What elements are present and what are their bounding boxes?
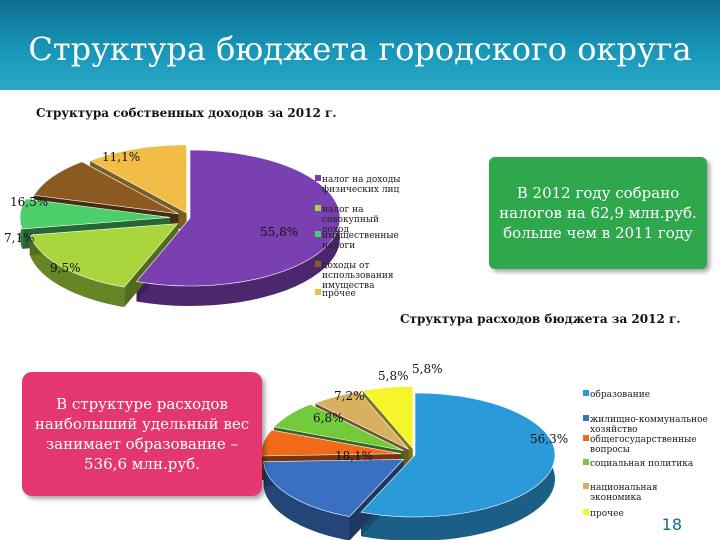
data-label-1-1: 18,1% (335, 449, 373, 463)
legend-swatch-1-1 (583, 415, 589, 421)
data-label-0-0: 55,8% (260, 225, 298, 239)
data-label-1-0: 56,3% (530, 432, 568, 446)
legend-swatch-1-4 (583, 483, 589, 489)
pie-slice-0-2 (19, 198, 171, 230)
page-title: Структура бюджета городского округа (28, 30, 692, 68)
legend-swatch-1-3 (583, 459, 589, 465)
legend-swatch-0-0 (315, 175, 321, 181)
legend-item-1-4: национальная экономика (590, 483, 658, 503)
legend-item-0-0: налог на доходы физических лиц (322, 175, 400, 195)
data-label-0-2: 7,1% (4, 231, 35, 245)
expense-chart-title: Структура расходов бюджета за 2012 г. (400, 312, 681, 326)
data-label-0-1: 16,5% (10, 195, 48, 209)
pie-slice-side-0-1 (29, 235, 125, 308)
legend-item-1-3: социальная политика (590, 459, 694, 469)
legend-item-0-4: прочее (322, 289, 356, 299)
pie-chart-0: 55,8% 16,5% 7,1% 9,5% 11,1% налог на доходы фи… (4, 144, 400, 308)
data-label-1-5: 5,8% (412, 362, 443, 376)
legend-swatch-1-0 (583, 390, 589, 396)
legend-item-1-5: прочее (590, 509, 624, 519)
pie-slice-1-3 (273, 403, 404, 451)
data-label-0-4: 11,1% (102, 150, 140, 164)
legend-swatch-0-2 (315, 231, 321, 237)
legend-item-0-3: доходы от использования имущества (322, 261, 394, 291)
legend-item-1-0: образование (590, 389, 650, 400)
pie-slice-1-1 (263, 459, 405, 517)
data-label-1-2: 6,8% (313, 411, 344, 425)
data-label-0-3: 9,5% (50, 261, 81, 275)
expense-callout: В структуре расходов наиболыший удельный… (22, 372, 262, 496)
slide-number: 18 (661, 515, 682, 534)
pie-slice-side-0-0 (136, 150, 340, 306)
pie-chart-1: 56,3% 18,1% 6,8% 7,2% 5,8% 5,8% образование жил… (260, 362, 708, 540)
legend-swatch-0-4 (315, 289, 321, 295)
pie-slice-0-1 (29, 223, 179, 288)
legend-swatch-1-2 (583, 435, 589, 441)
title-banner (0, 0, 720, 90)
legend-item-1-1: жилищно-коммунальное хозяйство (590, 415, 708, 435)
pie-slice-1-0 (360, 392, 556, 518)
pie-slice-0-0 (135, 149, 341, 287)
data-label-1-4: 5,8% (378, 369, 409, 383)
income-callout: В 2012 году собрано налогов на 62,9 млн.… (489, 157, 707, 269)
legend-item-1-2: общегосударственные вопросы (590, 434, 697, 455)
legend-swatch-0-1 (315, 205, 321, 211)
pie-slice-side-1-1 (263, 461, 350, 540)
pie-slice-0-3 (33, 161, 179, 215)
pie-slice-1-4 (314, 391, 409, 450)
legend-item-0-2: имущественные налоги (322, 231, 399, 251)
data-label-1-3: 7,2% (334, 389, 365, 403)
pie-slice-1-5 (362, 386, 414, 450)
income-chart-title: Структура собственных доходов за 2012 г. (36, 106, 337, 120)
legend-item-0-1: налог на совокупный доход (322, 205, 379, 235)
legend-swatch-1-5 (583, 509, 589, 515)
legend-swatch-0-3 (315, 261, 321, 267)
pie-slice-0-4 (89, 144, 187, 214)
